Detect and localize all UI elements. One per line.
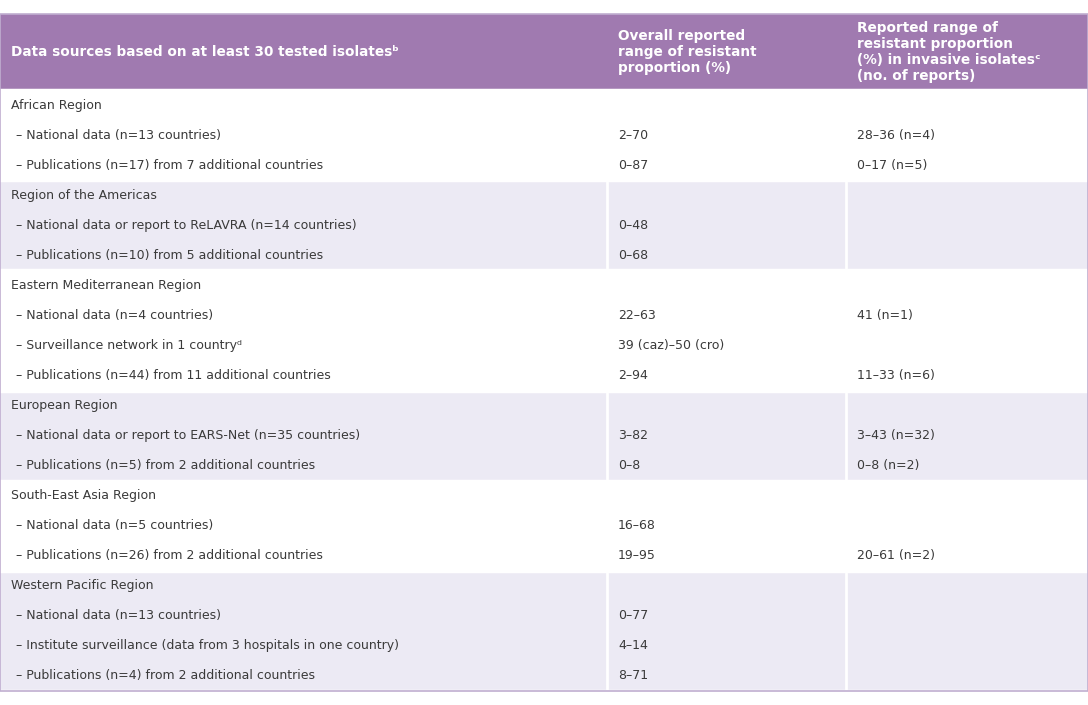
Text: – Publications (n=26) from 2 additional countries: – Publications (n=26) from 2 additional …: [16, 549, 323, 563]
Text: 20–61 (n=2): 20–61 (n=2): [857, 549, 936, 563]
Text: 19–95: 19–95: [618, 549, 656, 563]
Bar: [0, 481, 607, 571]
Text: Overall reported
range of resistant
proportion (%): Overall reported range of resistant prop…: [618, 29, 756, 75]
Text: 39 (caz)–50 (cro): 39 (caz)–50 (cro): [618, 339, 725, 352]
Bar: [607, 391, 846, 481]
Text: 0–48: 0–48: [618, 219, 648, 232]
Bar: [0, 571, 607, 691]
Text: Reported range of
resistant proportion
(%) in invasive isolatesᶜ
(no. of reports: Reported range of resistant proportion (…: [857, 21, 1041, 83]
Bar: [0, 14, 607, 90]
Text: – National data (n=13 countries): – National data (n=13 countries): [16, 129, 221, 142]
Text: 0–87: 0–87: [618, 159, 648, 172]
Bar: [846, 571, 1088, 691]
Text: 0–17 (n=5): 0–17 (n=5): [857, 159, 928, 172]
Text: – Institute surveillance (data from 3 hospitals in one country): – Institute surveillance (data from 3 ho…: [16, 639, 399, 652]
Text: 2–94: 2–94: [618, 369, 647, 382]
Bar: [0, 391, 607, 481]
Text: 4–14: 4–14: [618, 639, 647, 652]
Text: – National data or report to ReLAVRA (n=14 countries): – National data or report to ReLAVRA (n=…: [16, 219, 357, 232]
Text: – Surveillance network in 1 countryᵈ: – Surveillance network in 1 countryᵈ: [16, 339, 243, 352]
Text: 22–63: 22–63: [618, 309, 656, 322]
Text: Data sources based on at least 30 tested isolatesᵇ: Data sources based on at least 30 tested…: [11, 45, 399, 59]
Bar: [846, 391, 1088, 481]
Text: 11–33 (n=6): 11–33 (n=6): [857, 369, 936, 382]
Text: 2–70: 2–70: [618, 129, 648, 142]
Bar: [607, 481, 846, 571]
Text: Region of the Americas: Region of the Americas: [11, 189, 157, 202]
Text: 8–71: 8–71: [618, 669, 648, 682]
Text: Eastern Mediterranean Region: Eastern Mediterranean Region: [11, 279, 201, 292]
Text: – Publications (n=17) from 7 additional countries: – Publications (n=17) from 7 additional …: [16, 159, 323, 172]
Text: – National data or report to EARS-Net (n=35 countries): – National data or report to EARS-Net (n…: [16, 429, 360, 442]
Text: – Publications (n=44) from 11 additional countries: – Publications (n=44) from 11 additional…: [16, 369, 331, 382]
Text: – Publications (n=5) from 2 additional countries: – Publications (n=5) from 2 additional c…: [16, 459, 316, 472]
Text: – Publications (n=4) from 2 additional countries: – Publications (n=4) from 2 additional c…: [16, 669, 316, 682]
Bar: [846, 14, 1088, 90]
Bar: [607, 271, 846, 391]
Bar: [846, 180, 1088, 271]
Text: 0–77: 0–77: [618, 609, 648, 623]
Text: – Publications (n=10) from 5 additional countries: – Publications (n=10) from 5 additional …: [16, 249, 323, 262]
Text: Western Pacific Region: Western Pacific Region: [11, 580, 153, 592]
Bar: [607, 14, 846, 90]
Text: 41 (n=1): 41 (n=1): [857, 309, 913, 322]
Text: 3–82: 3–82: [618, 429, 648, 442]
Bar: [0, 271, 607, 391]
Text: 0–8 (n=2): 0–8 (n=2): [857, 459, 919, 472]
Bar: [607, 90, 846, 180]
Bar: [0, 90, 607, 180]
Text: – National data (n=13 countries): – National data (n=13 countries): [16, 609, 221, 623]
Text: African Region: African Region: [11, 99, 101, 111]
Text: European Region: European Region: [11, 399, 118, 412]
Text: 28–36 (n=4): 28–36 (n=4): [857, 129, 936, 142]
Bar: [607, 180, 846, 271]
Bar: [607, 571, 846, 691]
Text: 0–68: 0–68: [618, 249, 648, 262]
Bar: [0, 180, 607, 271]
Text: 0–8: 0–8: [618, 459, 640, 472]
Text: 3–43 (n=32): 3–43 (n=32): [857, 429, 936, 442]
Bar: [846, 271, 1088, 391]
Text: – National data (n=4 countries): – National data (n=4 countries): [16, 309, 213, 322]
Text: South-East Asia Region: South-East Asia Region: [11, 489, 156, 502]
Text: – National data (n=5 countries): – National data (n=5 countries): [16, 519, 213, 532]
Bar: [846, 90, 1088, 180]
Text: 16–68: 16–68: [618, 519, 656, 532]
Bar: [846, 481, 1088, 571]
